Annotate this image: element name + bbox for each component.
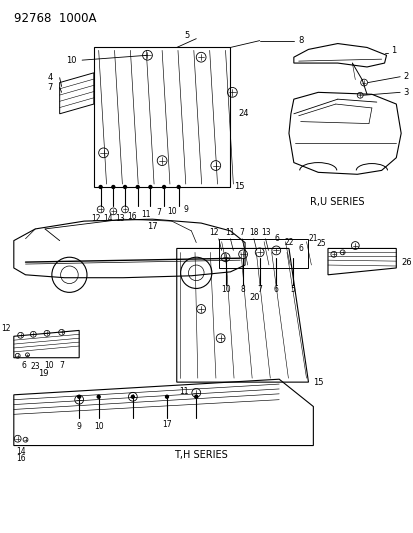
Text: 15: 15	[313, 377, 323, 386]
Text: 5: 5	[290, 285, 294, 294]
Text: 7: 7	[47, 83, 53, 92]
Text: 6: 6	[21, 361, 26, 370]
Text: 11: 11	[225, 228, 235, 237]
Circle shape	[136, 185, 139, 189]
Text: 9: 9	[183, 205, 188, 214]
Text: T,H SERIES: T,H SERIES	[174, 450, 228, 461]
Text: 13: 13	[260, 228, 270, 237]
Circle shape	[112, 185, 114, 189]
Text: 10: 10	[94, 422, 103, 431]
Text: 6: 6	[273, 285, 278, 294]
Text: 17: 17	[162, 419, 171, 429]
Circle shape	[195, 395, 197, 398]
Circle shape	[149, 185, 152, 189]
Text: 5: 5	[185, 31, 190, 41]
Circle shape	[162, 185, 165, 189]
Text: 4: 4	[47, 73, 53, 82]
Text: 10: 10	[66, 55, 76, 64]
Text: 7: 7	[59, 361, 64, 370]
Text: 7: 7	[256, 285, 261, 294]
Text: 24: 24	[237, 109, 248, 118]
Text: 14: 14	[103, 214, 113, 223]
Text: 1: 1	[390, 46, 396, 55]
Text: 25: 25	[316, 239, 325, 248]
Text: 17: 17	[147, 222, 157, 231]
Text: 8: 8	[240, 285, 245, 294]
Text: 14: 14	[16, 447, 25, 456]
Text: 19: 19	[38, 369, 48, 378]
Text: 7: 7	[157, 208, 161, 217]
Text: 2: 2	[402, 72, 407, 81]
Text: 18: 18	[249, 228, 258, 237]
Text: 8: 8	[298, 36, 304, 45]
Text: 12: 12	[209, 228, 218, 237]
Text: 22: 22	[284, 238, 293, 247]
Text: 12: 12	[91, 214, 100, 223]
Text: 11: 11	[178, 387, 188, 397]
Text: 10: 10	[167, 207, 176, 216]
Circle shape	[99, 185, 102, 189]
Text: 26: 26	[400, 257, 411, 266]
Text: 21: 21	[308, 234, 317, 243]
Text: 6: 6	[297, 244, 302, 253]
Text: 9: 9	[76, 422, 81, 431]
Text: 13: 13	[115, 214, 125, 223]
Text: 10: 10	[44, 361, 54, 370]
Circle shape	[97, 395, 100, 398]
Circle shape	[131, 395, 134, 398]
Text: 15: 15	[234, 182, 244, 191]
Text: R,U SERIES: R,U SERIES	[310, 197, 364, 207]
Circle shape	[78, 395, 81, 398]
Circle shape	[123, 185, 126, 189]
Circle shape	[177, 185, 180, 189]
Circle shape	[165, 395, 168, 398]
Text: 12: 12	[1, 324, 11, 333]
Text: 16: 16	[127, 212, 136, 221]
Text: 11: 11	[140, 210, 150, 219]
Text: 10: 10	[220, 285, 230, 294]
Text: 92768  1000A: 92768 1000A	[14, 12, 96, 25]
Text: 7: 7	[239, 228, 244, 237]
Text: 20: 20	[249, 293, 259, 302]
Text: 16: 16	[16, 454, 25, 463]
Text: 6: 6	[274, 234, 279, 243]
Text: 23: 23	[31, 362, 40, 371]
Text: 3: 3	[402, 88, 408, 97]
